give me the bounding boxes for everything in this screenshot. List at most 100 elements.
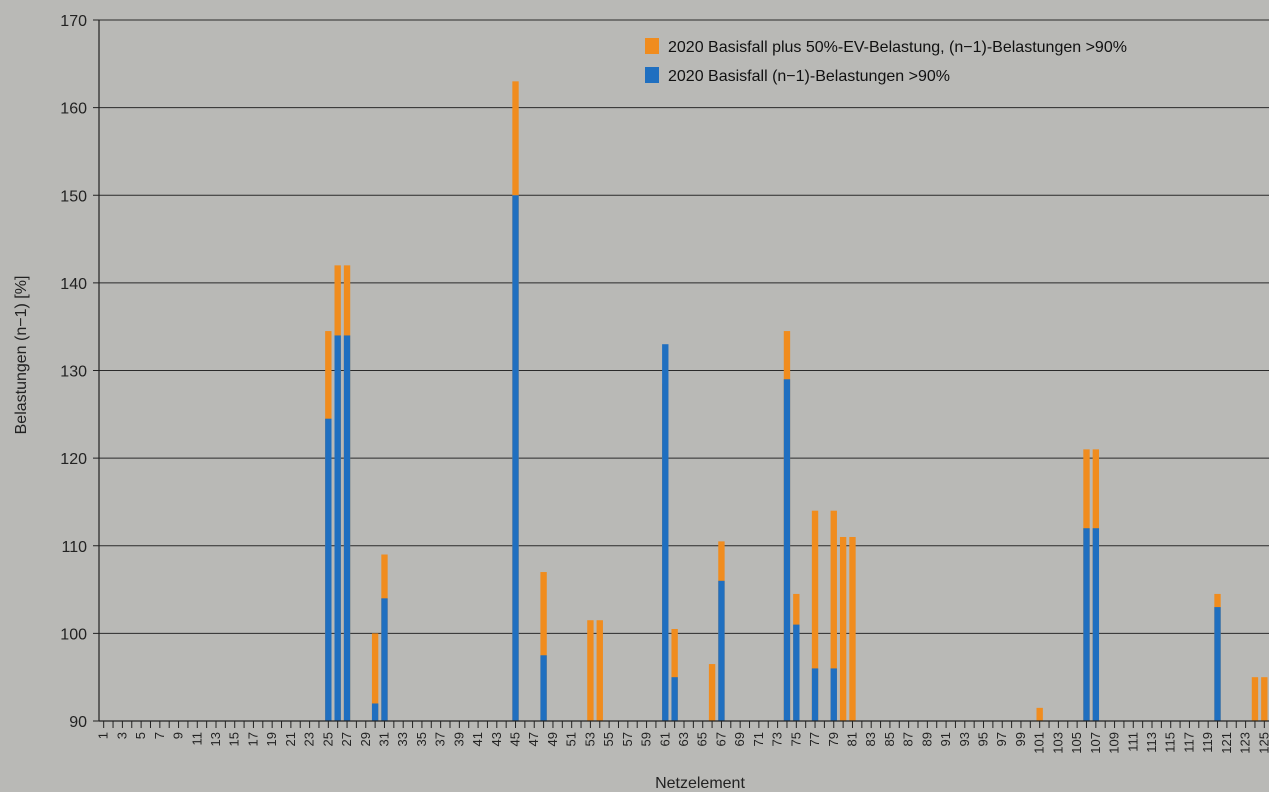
bars xyxy=(325,81,1268,722)
x-tick-label-101: 101 xyxy=(1032,732,1047,754)
x-tick-label-85: 85 xyxy=(882,732,897,746)
bar-s1-x62 xyxy=(671,628,678,721)
x-tick-label-23: 23 xyxy=(302,732,317,746)
x-tick-label-113: 113 xyxy=(1144,732,1159,753)
bar-s1-x125 xyxy=(1261,677,1268,721)
x-tick-label-75: 75 xyxy=(788,732,803,746)
gridlines xyxy=(99,19,1269,634)
y-axis-label: Belastungen (n−1) [%] xyxy=(13,276,30,435)
bar-s0-x61 xyxy=(662,344,669,721)
x-tick-label-115: 115 xyxy=(1163,732,1178,753)
bar-s0-x67 xyxy=(718,580,725,721)
x-tick-label-5: 5 xyxy=(133,732,148,739)
bar-s0-x75 xyxy=(793,624,800,721)
bar-s0-x31 xyxy=(381,598,388,721)
x-tick-label-33: 33 xyxy=(395,732,410,746)
axes xyxy=(93,19,1269,728)
x-tick-label-53: 53 xyxy=(582,732,597,746)
bar-s1-x81 xyxy=(849,536,856,721)
bar-s1-x79 xyxy=(830,510,837,721)
x-tick-label-87: 87 xyxy=(901,732,916,746)
legend: 2020 Basisfall plus 50%-EV-Belastung, (n… xyxy=(645,38,1127,85)
bar-s1-x48 xyxy=(540,572,547,721)
x-tick-label-41: 41 xyxy=(470,732,485,746)
bar-s0-x48 xyxy=(540,655,547,721)
x-tick-label-89: 89 xyxy=(919,732,934,746)
bar-s1-x53 xyxy=(587,620,594,721)
x-tick-label-103: 103 xyxy=(1050,732,1065,754)
x-tick-labels: 1 3 5 7 9 11 13 15 17 19 21 23 25 27 29 31 33 35 37 39 41 43 4… xyxy=(96,732,1269,754)
bar-s1-x124 xyxy=(1251,677,1259,721)
x-tick-label-47: 47 xyxy=(526,732,541,746)
x-tick-label-83: 83 xyxy=(863,732,878,746)
bar-s0-x106 xyxy=(1083,528,1090,721)
x-tick-label-71: 71 xyxy=(751,732,766,746)
x-tick-label-125: 125 xyxy=(1256,732,1269,754)
x-tick-label-65: 65 xyxy=(695,732,710,746)
x-tick-label-105: 105 xyxy=(1069,732,1084,754)
x-tick-label-3: 3 xyxy=(114,732,129,739)
bar-s0-x26 xyxy=(334,335,341,721)
x-tick-label-45: 45 xyxy=(508,732,523,746)
bar-s1-x101 xyxy=(1036,707,1043,721)
x-tick-label-17: 17 xyxy=(245,732,260,746)
bar-s0-x74 xyxy=(783,379,791,721)
x-tick-label-79: 79 xyxy=(826,732,841,746)
x-tick-label-77: 77 xyxy=(807,732,822,746)
bar-s0-x107 xyxy=(1092,528,1100,721)
x-tick-label-97: 97 xyxy=(994,732,1009,746)
bar-s0-x27 xyxy=(343,335,351,721)
y-tick-label-110: 110 xyxy=(61,539,87,556)
x-tick-label-51: 51 xyxy=(564,732,579,746)
x-tick-label-61: 61 xyxy=(657,732,672,746)
x-tick-label-57: 57 xyxy=(620,732,635,746)
x-tick-label-43: 43 xyxy=(489,732,504,746)
bar-s0-x77 xyxy=(811,668,819,721)
y-tick-label-140: 140 xyxy=(60,276,87,293)
y-tick-label-160: 160 xyxy=(60,101,87,118)
y-tick-labels: 90 100 110 120 130 140 150 160 170 xyxy=(60,13,87,731)
x-tick-label-21: 21 xyxy=(283,732,298,746)
y-tick-label-100: 100 xyxy=(60,626,87,643)
legend-swatch-0 xyxy=(645,38,659,54)
x-tick-label-119: 119 xyxy=(1200,732,1215,753)
bar-s0-x30 xyxy=(371,703,379,721)
bar-s0-x120 xyxy=(1214,607,1221,721)
y-tick-label-120: 120 xyxy=(60,451,87,468)
x-tick-label-19: 19 xyxy=(264,732,279,746)
bar-s0-x25 xyxy=(325,418,332,721)
bar-s1-x77 xyxy=(811,510,819,721)
x-tick-label-69: 69 xyxy=(732,732,747,746)
x-tick-label-117: 117 xyxy=(1181,732,1196,753)
x-tick-label-123: 123 xyxy=(1238,732,1253,754)
x-tick-label-31: 31 xyxy=(376,732,391,746)
x-tick-label-7: 7 xyxy=(152,732,167,739)
x-tick-label-63: 63 xyxy=(676,732,691,746)
legend-swatch-1 xyxy=(645,67,659,83)
x-tick-label-13: 13 xyxy=(208,732,223,746)
x-tick-label-109: 109 xyxy=(1107,732,1122,754)
bar-s0-x45 xyxy=(512,195,519,721)
x-tick-label-111: 111 xyxy=(1125,732,1140,752)
x-axis-label: Netzelement xyxy=(655,775,745,792)
x-tick-label-81: 81 xyxy=(844,732,859,746)
x-tick-label-121: 121 xyxy=(1219,732,1234,754)
bar-s1-x30 xyxy=(371,633,379,722)
x-tick-label-1: 1 xyxy=(96,732,111,739)
x-tick-label-59: 59 xyxy=(639,732,654,746)
x-tick-label-11: 11 xyxy=(189,732,204,746)
x-tick-label-35: 35 xyxy=(414,732,429,746)
y-tick-label-150: 150 xyxy=(60,188,87,205)
x-tick-label-37: 37 xyxy=(433,732,448,746)
x-tick-label-99: 99 xyxy=(1013,732,1028,746)
legend-entry-1: 2020 Basisfall (n−1)-Belastungen >90% xyxy=(668,68,950,85)
x-tick-label-73: 73 xyxy=(770,732,785,746)
y-tick-label-90: 90 xyxy=(69,714,87,731)
y-tick-label-130: 130 xyxy=(60,364,87,381)
x-tick-label-55: 55 xyxy=(601,732,616,746)
x-tick-label-15: 15 xyxy=(227,732,242,746)
x-tick-label-93: 93 xyxy=(957,732,972,746)
bar-s1-x54 xyxy=(596,620,603,721)
bar-s0-x62 xyxy=(671,677,678,721)
